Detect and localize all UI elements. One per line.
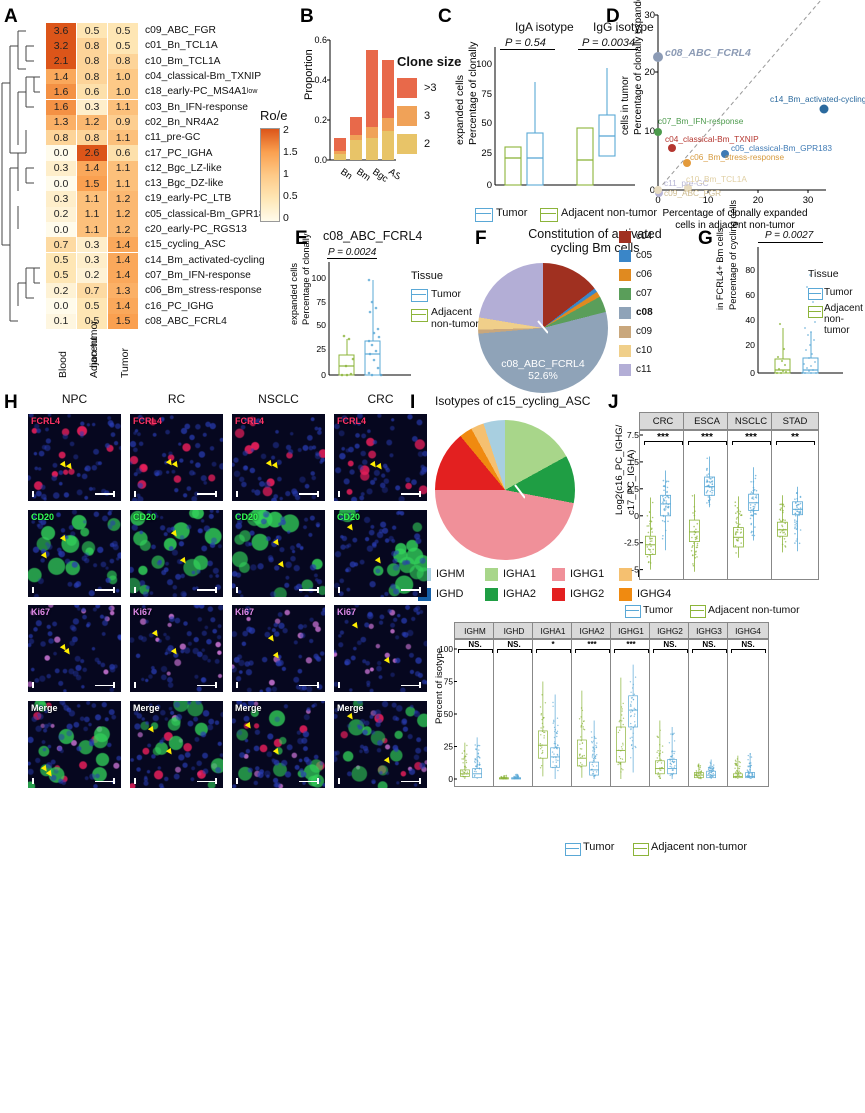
svg-text:50: 50 bbox=[444, 709, 454, 719]
svg-text:40: 40 bbox=[745, 315, 755, 325]
svg-text:25: 25 bbox=[316, 344, 326, 354]
svg-text:expanded cells: expanded cells bbox=[454, 75, 466, 145]
svg-text:c09_ABC_FGR: c09_ABC_FGR bbox=[664, 188, 721, 198]
svg-text:100: 100 bbox=[312, 273, 327, 283]
svg-text:in FCRL4+ Bm cells: in FCRL4+ Bm cells bbox=[715, 227, 725, 310]
svg-text:Bm: Bm bbox=[354, 166, 372, 183]
svg-text:Log2(c16_PC_IGHG/: Log2(c16_PC_IGHG/ bbox=[614, 424, 625, 515]
svg-text:0: 0 bbox=[321, 370, 326, 380]
svg-text:c07_Bm_IFN-response: c07_Bm_IFN-response bbox=[658, 116, 744, 126]
svg-text:30: 30 bbox=[644, 10, 655, 21]
svg-text:Percentage of clonally expande: Percentage of clonally expanded bbox=[633, 0, 644, 135]
svg-text:20: 20 bbox=[644, 67, 655, 78]
svg-text:c14_Bm_activated-cycling: c14_Bm_activated-cycling bbox=[770, 94, 865, 104]
svg-text:expanded cells: expanded cells bbox=[289, 263, 299, 325]
svg-text:0: 0 bbox=[750, 368, 755, 378]
svg-text:ASC: ASC bbox=[386, 166, 400, 186]
svg-text:80: 80 bbox=[745, 265, 755, 275]
svg-text:50: 50 bbox=[316, 320, 326, 330]
svg-text:Bn: Bn bbox=[338, 166, 354, 182]
svg-text:Percent of isotype: Percent of isotype bbox=[434, 648, 445, 724]
svg-text:25: 25 bbox=[444, 742, 454, 752]
svg-text:25: 25 bbox=[481, 148, 492, 159]
svg-text:75: 75 bbox=[444, 677, 454, 687]
svg-text:10: 10 bbox=[644, 126, 655, 137]
svg-text:60: 60 bbox=[745, 290, 755, 300]
svg-text:Blood: Blood bbox=[57, 351, 69, 378]
svg-text:Percentage of clonally: Percentage of clonally bbox=[467, 41, 479, 145]
svg-text:-5: -5 bbox=[631, 565, 639, 575]
svg-text:c04_classical-Bm_TXNIP: c04_classical-Bm_TXNIP bbox=[665, 134, 759, 144]
svg-text:c17_PC_IGHA): c17_PC_IGHA) bbox=[626, 450, 637, 515]
svg-text:0.4: 0.4 bbox=[314, 75, 327, 85]
svg-text:cells in tumor: cells in tumor bbox=[620, 75, 631, 135]
svg-text:Tumor: Tumor bbox=[119, 348, 131, 378]
svg-text:0.2: 0.2 bbox=[314, 115, 327, 125]
svg-text:Percentage of clonally: Percentage of clonally bbox=[301, 233, 311, 325]
svg-text:7.5: 7.5 bbox=[627, 430, 639, 440]
svg-text:c05_classical-Bm_GPR183: c05_classical-Bm_GPR183 bbox=[731, 143, 832, 153]
svg-text:0.6: 0.6 bbox=[314, 35, 327, 45]
svg-text:75: 75 bbox=[316, 297, 326, 307]
svg-text:c10_Bm_TCL1A: c10_Bm_TCL1A bbox=[686, 174, 747, 184]
svg-text:Percentage of cycling cells: Percentage of cycling cells bbox=[728, 200, 738, 310]
svg-text:0: 0 bbox=[448, 774, 453, 784]
svg-text:20: 20 bbox=[745, 340, 755, 350]
svg-text:Proportion: Proportion bbox=[303, 49, 315, 100]
svg-text:20: 20 bbox=[753, 195, 764, 206]
svg-text:c06_Bm_stress-response: c06_Bm_stress-response bbox=[690, 152, 784, 162]
svg-text:c08_ABC_FCRL4: c08_ABC_FCRL4 bbox=[665, 47, 751, 59]
svg-text:0.0: 0.0 bbox=[314, 155, 327, 165]
svg-text:75: 75 bbox=[481, 89, 492, 100]
svg-text:0: 0 bbox=[487, 180, 492, 191]
svg-text:non-tumor: non-tumor bbox=[88, 320, 100, 368]
svg-text:30: 30 bbox=[803, 195, 814, 206]
svg-text:50: 50 bbox=[481, 118, 492, 129]
svg-text:-2.5: -2.5 bbox=[624, 538, 639, 548]
